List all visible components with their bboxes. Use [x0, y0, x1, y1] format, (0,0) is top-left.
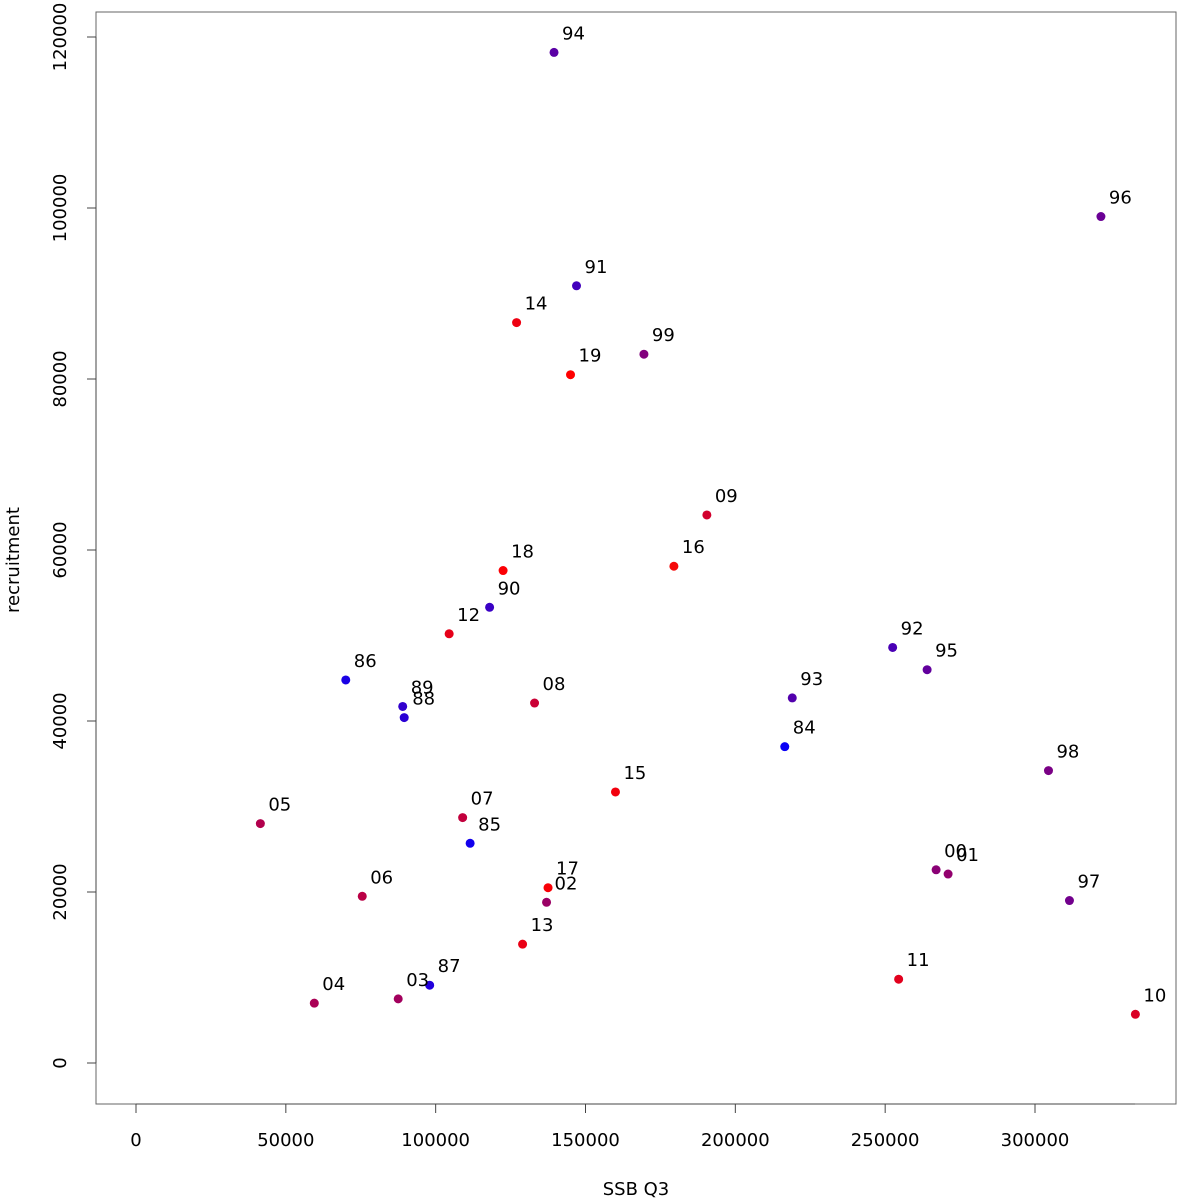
- y-tick-label: 60000: [50, 521, 71, 578]
- data-point-label: 04: [322, 974, 345, 995]
- data-point: [399, 713, 409, 723]
- data-point: [458, 813, 468, 823]
- y-tick-label: 100000: [50, 174, 71, 243]
- y-tick-label: 0: [50, 1057, 71, 1068]
- data-point-label: 19: [579, 346, 602, 367]
- data-point-label: 07: [471, 789, 494, 810]
- data-point: [518, 939, 528, 949]
- data-point-label: 96: [1109, 188, 1132, 209]
- data-point: [931, 865, 941, 875]
- data-point: [787, 693, 797, 703]
- data-point: [566, 370, 576, 380]
- data-point-label: 10: [1143, 985, 1166, 1006]
- y-axis-title: recruitment: [3, 507, 24, 613]
- data-point-label: 06: [370, 867, 393, 888]
- data-point: [1130, 1009, 1140, 1019]
- data-point-label: 12: [457, 605, 480, 626]
- data-point-label: 09: [715, 486, 738, 507]
- data-point: [549, 47, 559, 57]
- data-point-label: 16: [682, 537, 705, 558]
- x-tick-label: 300000: [1001, 1130, 1070, 1151]
- data-point-label: 15: [623, 763, 646, 784]
- data-point: [610, 787, 620, 797]
- data-point: [255, 819, 265, 829]
- data-point: [894, 974, 904, 984]
- data-point-label: 98: [1056, 742, 1079, 763]
- y-axis-ticks: 0 20000 40000 60000 80000 100000 120000: [50, 3, 96, 1069]
- data-point-label: 00: [944, 841, 967, 862]
- data-point: [498, 566, 508, 576]
- data-point-label: 17: [556, 859, 579, 880]
- data-point: [922, 665, 932, 675]
- data-point: [639, 349, 649, 359]
- data-point: [543, 883, 553, 893]
- data-point-label: 86: [354, 651, 377, 672]
- data-point-label: 14: [525, 294, 548, 315]
- data-point-label: 13: [531, 915, 554, 936]
- x-tick-label: 200000: [701, 1130, 770, 1151]
- data-point-label: 95: [935, 641, 958, 662]
- data-point: [530, 698, 540, 708]
- data-point: [669, 561, 679, 571]
- data-point: [393, 994, 403, 1004]
- data-point: [780, 742, 790, 752]
- data-point-label: 99: [652, 325, 675, 346]
- data-point-label: 90: [498, 578, 521, 599]
- y-tick-label: 120000: [50, 3, 71, 72]
- data-point-label: 03: [406, 970, 429, 991]
- x-axis-ticks: 0 50000 100000 150000 200000 250000 300000: [130, 1104, 1069, 1151]
- data-point: [702, 510, 712, 520]
- data-point-label: 11: [907, 950, 930, 971]
- data-point-label: 08: [543, 674, 566, 695]
- data-point-label: 05: [268, 795, 291, 816]
- data-point: [1064, 896, 1074, 906]
- data-point: [542, 897, 552, 907]
- data-point-label: 87: [438, 956, 461, 977]
- x-tick-label: 250000: [851, 1130, 920, 1151]
- data-point-label: 97: [1077, 872, 1100, 893]
- data-point: [425, 980, 435, 990]
- data-point: [1043, 766, 1053, 776]
- y-tick-label: 20000: [50, 863, 71, 920]
- data-point-label: 85: [478, 814, 501, 835]
- x-tick-label: 150000: [551, 1130, 620, 1151]
- data-point-label: 01: [956, 845, 979, 866]
- data-point-label: 88: [412, 689, 435, 710]
- y-tick-label: 80000: [50, 350, 71, 407]
- data-point-label: 93: [800, 669, 823, 690]
- data-point-label: 84: [793, 718, 816, 739]
- x-tick-label: 0: [130, 1130, 141, 1151]
- data-point: [888, 642, 898, 652]
- data-point-label: 94: [562, 23, 585, 44]
- data-point-label: 18: [511, 542, 534, 563]
- y-tick-label: 40000: [50, 692, 71, 749]
- data-point: [398, 701, 408, 711]
- data-point: [943, 869, 953, 879]
- plot-frame: [95, 11, 1177, 1105]
- data-points: [255, 47, 1140, 1019]
- data-point-label: 92: [901, 618, 924, 639]
- data-point: [512, 318, 522, 328]
- data-point: [309, 998, 319, 1008]
- data-point: [444, 629, 454, 639]
- data-point: [485, 602, 495, 612]
- data-point: [465, 838, 475, 848]
- data-point-label: 89: [411, 677, 434, 698]
- data-point-label: 02: [555, 873, 578, 894]
- data-point: [1096, 212, 1106, 222]
- data-point: [572, 281, 582, 291]
- data-point: [357, 891, 367, 901]
- x-tick-label: 50000: [257, 1130, 314, 1151]
- data-point-label: 91: [585, 257, 608, 278]
- data-point: [341, 675, 351, 685]
- x-axis-title: SSB Q3: [603, 1179, 670, 1200]
- x-tick-label: 100000: [401, 1130, 470, 1151]
